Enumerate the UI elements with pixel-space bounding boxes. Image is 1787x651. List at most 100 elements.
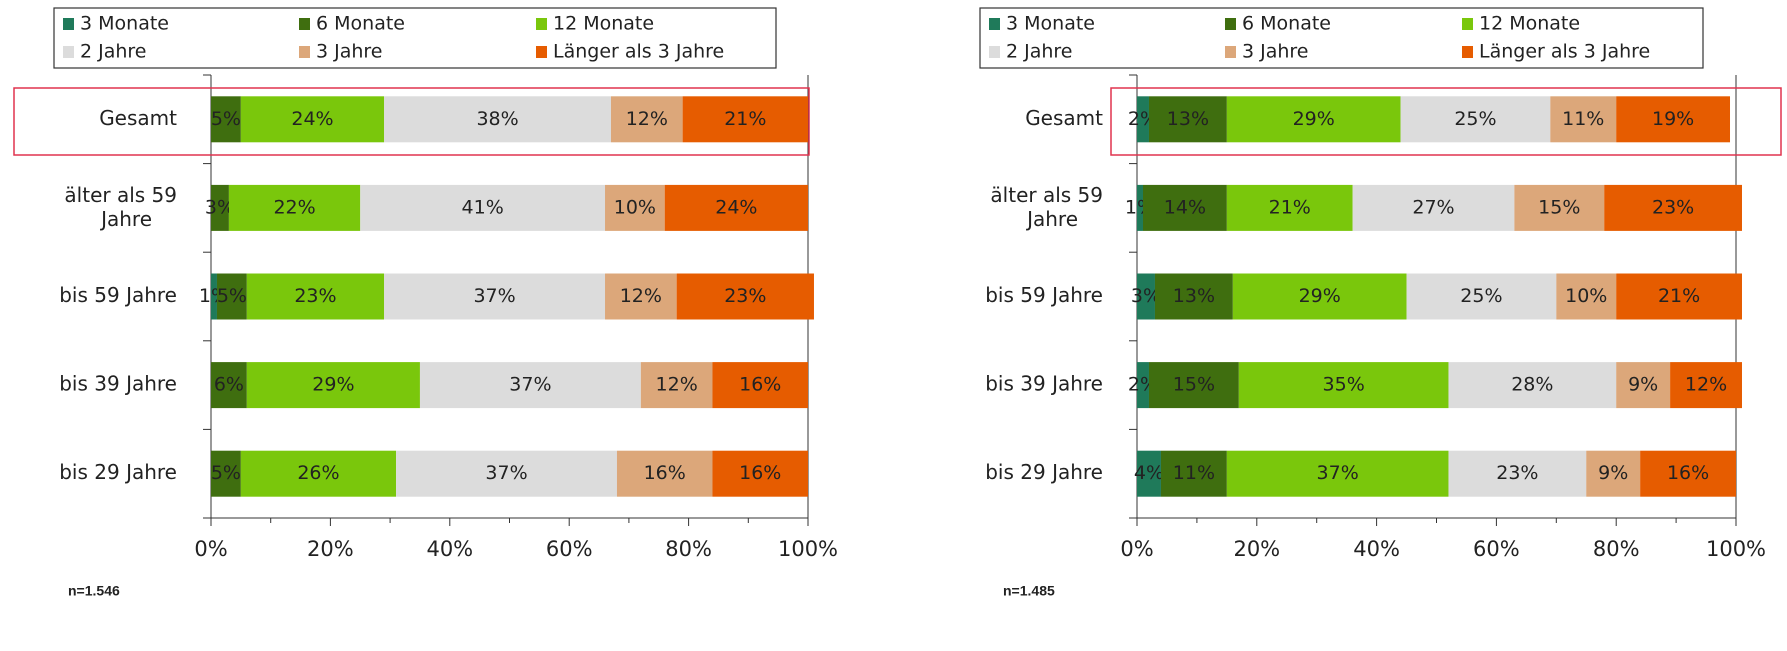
legend-label: 3 Jahre xyxy=(316,41,383,63)
legend-swatch xyxy=(63,18,74,30)
data-label: 10% xyxy=(1565,285,1607,307)
data-label: 5% xyxy=(211,462,241,484)
data-label: 9% xyxy=(1598,462,1628,484)
category-label: bis 29 Jahre xyxy=(985,460,1103,484)
bar-segment xyxy=(360,184,606,231)
bar-segment xyxy=(1137,96,1149,143)
bar-segment xyxy=(1406,273,1557,320)
legend-swatch xyxy=(63,46,74,58)
category-label: älter als 59 Jahre xyxy=(990,182,1103,230)
data-label: 22% xyxy=(273,196,315,218)
category-label: bis 59 Jahre xyxy=(985,283,1103,307)
bar-segment xyxy=(1238,362,1449,409)
bar-segment xyxy=(605,273,677,320)
legend-label: 6 Monate xyxy=(1242,13,1331,35)
highlight-box xyxy=(1110,87,1782,156)
legend-label: 6 Monate xyxy=(316,13,405,35)
data-label: 35% xyxy=(1323,374,1365,396)
highlight-box xyxy=(13,87,810,156)
category-label-line: Jahre xyxy=(99,206,152,230)
data-label: 11% xyxy=(1562,108,1604,130)
data-label: 29% xyxy=(312,374,354,396)
data-label: 14% xyxy=(1164,196,1206,218)
bar-segment xyxy=(1352,184,1515,231)
x-tick-label: 80% xyxy=(665,537,712,561)
bar-segment xyxy=(1556,273,1617,320)
data-label: 12% xyxy=(626,108,668,130)
bar-segment xyxy=(1137,184,1143,231)
data-label: 37% xyxy=(473,285,515,307)
data-label: 6% xyxy=(214,374,244,396)
x-tick-label: 40% xyxy=(426,537,473,561)
legend-label: 12 Monate xyxy=(553,13,654,35)
legend-swatch xyxy=(1225,46,1236,58)
bar-segment xyxy=(216,273,247,320)
data-label: 23% xyxy=(724,285,766,307)
legend-label: Länger als 3 Jahre xyxy=(553,41,724,63)
x-tick-label: 60% xyxy=(546,537,593,561)
x-tick-label: 0% xyxy=(194,537,227,561)
bar-segment xyxy=(419,362,641,409)
data-label: 3% xyxy=(1131,285,1161,307)
data-label: 16% xyxy=(739,374,781,396)
data-label: 25% xyxy=(1454,108,1496,130)
sample-note: n=1.485 xyxy=(1003,583,1055,599)
bar-segment xyxy=(246,273,385,320)
legend-swatch xyxy=(1462,46,1473,58)
data-label: 37% xyxy=(509,374,551,396)
category-label: bis 59 Jahre xyxy=(59,283,177,307)
bar-segment xyxy=(1154,273,1233,320)
data-label: 26% xyxy=(297,462,339,484)
bar-segment xyxy=(1616,273,1742,320)
data-label: 37% xyxy=(1317,462,1359,484)
bar-segment xyxy=(605,184,665,231)
x-tick-label: 80% xyxy=(1593,537,1640,561)
category-label: älter als 59 Jahre xyxy=(64,182,177,230)
bar-segment xyxy=(1550,96,1617,143)
x-tick-label: 40% xyxy=(1353,537,1400,561)
legend-label: 3 Monate xyxy=(80,13,169,35)
legend-label: 12 Monate xyxy=(1479,13,1580,35)
bar-segment xyxy=(682,96,808,143)
legend-label: 2 Jahre xyxy=(80,41,147,63)
data-label: 24% xyxy=(291,108,333,130)
bar-segment xyxy=(211,96,241,143)
data-label: 29% xyxy=(1299,285,1341,307)
bar-segment xyxy=(1137,273,1155,320)
category-label: bis 39 Jahre xyxy=(59,372,177,396)
data-label: 10% xyxy=(614,196,656,218)
data-label: 9% xyxy=(1628,374,1658,396)
legend-swatch xyxy=(989,18,1000,30)
data-label: 16% xyxy=(1667,462,1709,484)
data-label: 13% xyxy=(1173,285,1215,307)
data-label: 12% xyxy=(620,285,662,307)
bar-segment xyxy=(211,362,247,409)
bar-segment xyxy=(712,450,808,497)
category-label: Gesamt xyxy=(1025,106,1103,130)
bar-segment xyxy=(1670,362,1742,409)
bar-segment xyxy=(1160,450,1227,497)
legend-box xyxy=(979,7,1704,69)
bar-segment xyxy=(1148,362,1239,409)
bar-segment xyxy=(384,96,611,143)
category-label-line: Jahre xyxy=(1025,206,1078,230)
legend-label: 2 Jahre xyxy=(1006,41,1073,63)
data-label: 19% xyxy=(1652,108,1694,130)
bar-segment xyxy=(246,362,420,409)
bar-segment xyxy=(712,362,808,409)
bar-segment xyxy=(616,450,713,497)
bar-segment xyxy=(1232,273,1407,320)
bar-segment xyxy=(1514,184,1605,231)
bar-segment xyxy=(1616,96,1731,143)
bar-segment xyxy=(1616,362,1671,409)
bar-segment xyxy=(1604,184,1742,231)
bar-segment xyxy=(1148,96,1227,143)
data-label: 12% xyxy=(1685,374,1727,396)
data-label: 16% xyxy=(644,462,686,484)
data-label: 23% xyxy=(1496,462,1538,484)
data-label: 41% xyxy=(462,196,504,218)
data-label: 3% xyxy=(205,196,235,218)
legend-swatch xyxy=(299,18,310,30)
legend-label: Länger als 3 Jahre xyxy=(1479,41,1650,63)
category-label: bis 39 Jahre xyxy=(985,372,1103,396)
